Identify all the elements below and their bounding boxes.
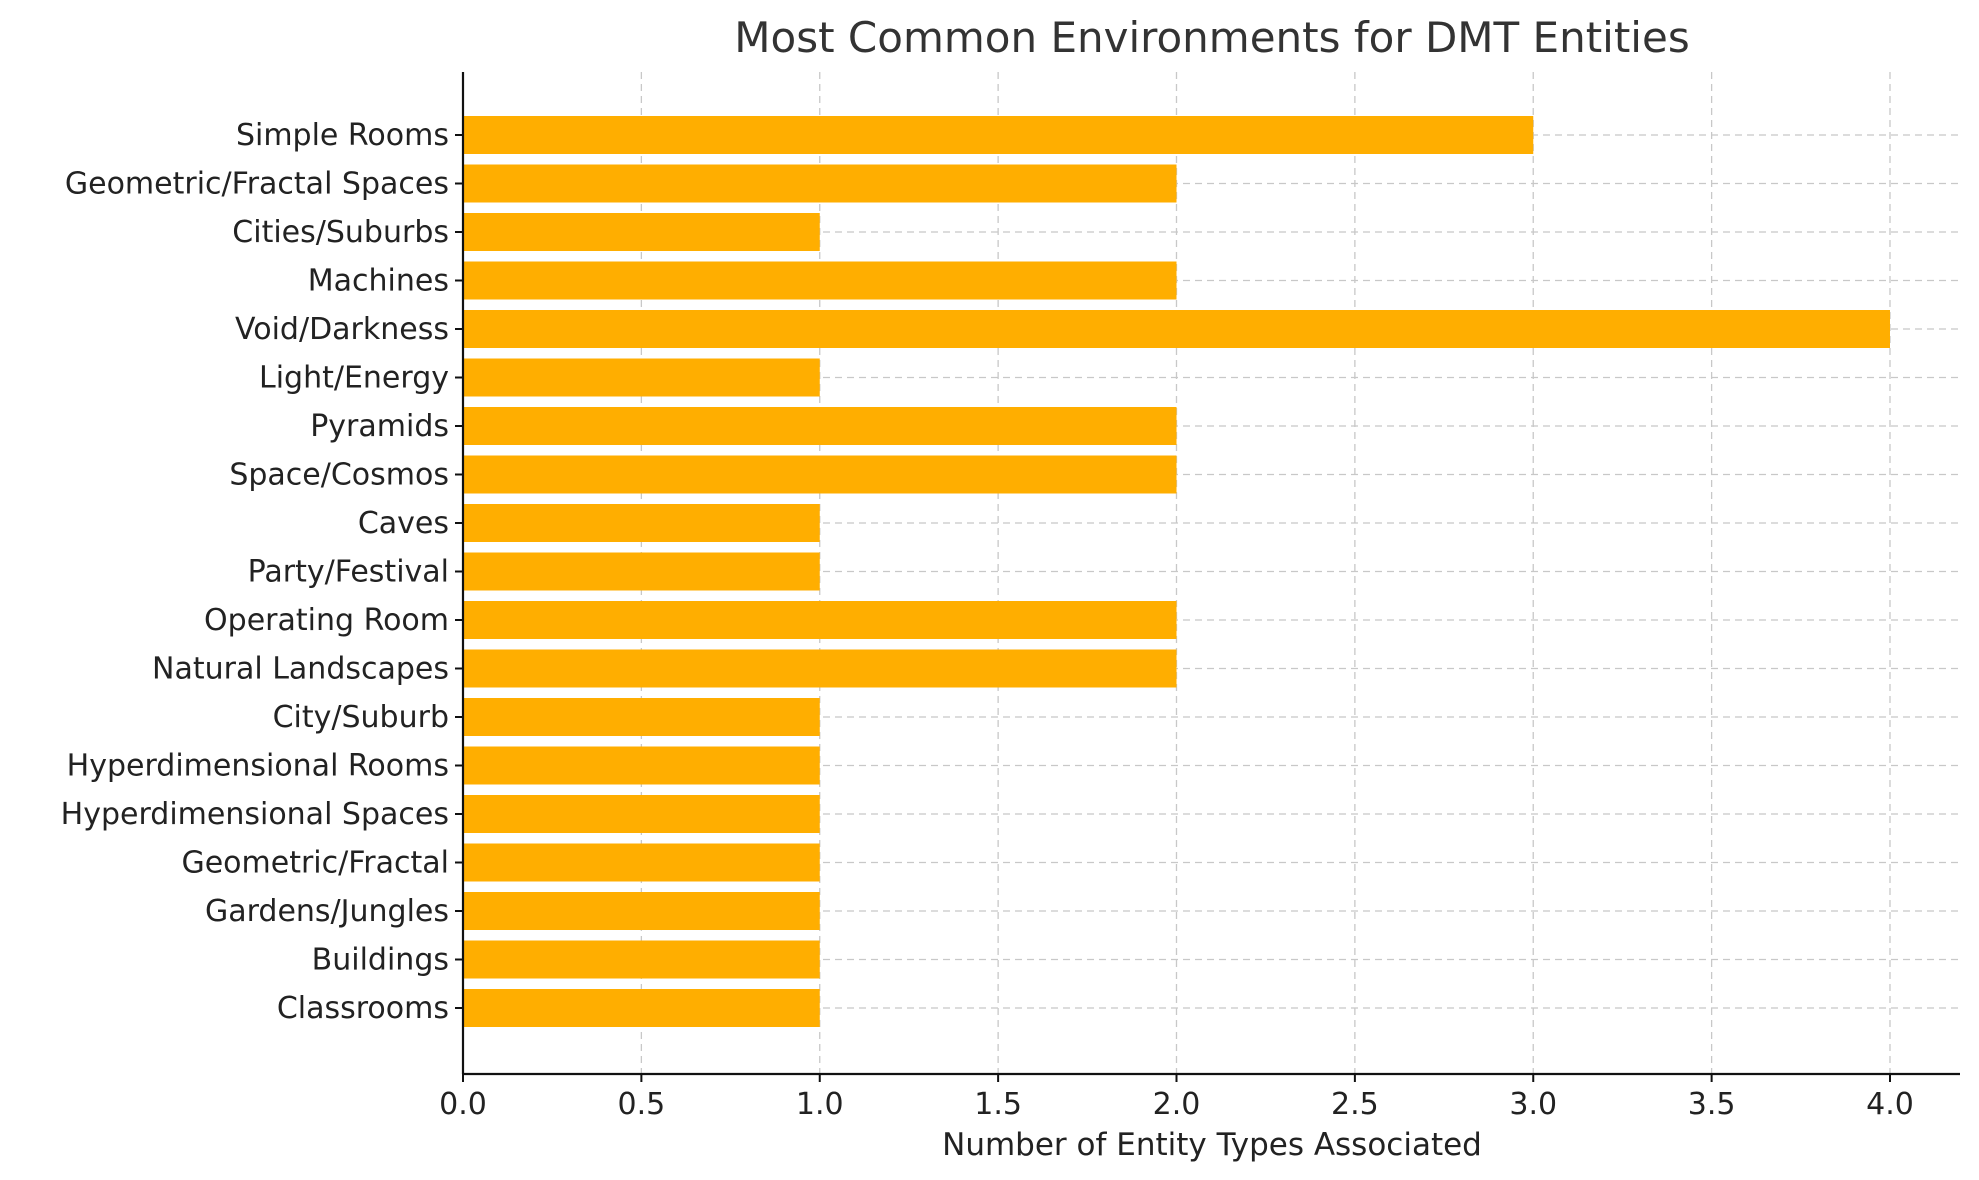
bar-0	[463, 116, 1534, 154]
bar-2	[463, 213, 820, 251]
x-tick-label-0: 0.0	[439, 1087, 487, 1122]
x-tick-label-6: 3.0	[1509, 1087, 1557, 1122]
x-tick-label-1: 0.5	[618, 1087, 666, 1122]
x-tick-label-4: 2.0	[1153, 1087, 1201, 1122]
chart-title: Most Common Environments for DMT Entitie…	[734, 13, 1689, 62]
y-tick-label-4: Void/Darkness	[235, 312, 449, 347]
x-tick-label-3: 1.5	[974, 1087, 1022, 1122]
bar-6	[463, 407, 1177, 445]
bar-5	[463, 358, 820, 397]
x-tick-label-7: 3.5	[1688, 1087, 1736, 1122]
bar-7	[463, 455, 1177, 494]
x-tick-label-5: 2.5	[1331, 1087, 1379, 1122]
y-tick-label-0: Simple Rooms	[236, 118, 449, 153]
bar-15	[463, 843, 820, 882]
y-tick-label-16: Gardens/Jungles	[205, 894, 449, 929]
y-tick-label-17: Buildings	[312, 943, 449, 978]
bar-1	[463, 164, 1177, 203]
x-tick-label-8: 4.0	[1866, 1087, 1914, 1122]
x-axis-label: Number of Entity Types Associated	[942, 1127, 1482, 1163]
y-tick-label-11: Natural Landscapes	[152, 652, 449, 687]
bar-9	[463, 552, 820, 591]
y-tick-label-2: Cities/Suburbs	[232, 215, 449, 250]
bar-11	[463, 649, 1177, 688]
y-tick-label-1: Geometric/Fractal Spaces	[65, 167, 449, 202]
bar-10	[463, 601, 1177, 639]
bar-16	[463, 892, 820, 930]
bar-14	[463, 795, 820, 833]
bar-18	[463, 989, 820, 1027]
y-tick-label-18: Classrooms	[277, 991, 449, 1026]
y-tick-label-8: Caves	[358, 506, 449, 541]
y-tick-label-9: Party/Festival	[248, 555, 449, 590]
y-tick-label-13: Hyperdimensional Rooms	[67, 749, 449, 784]
y-tick-label-5: Light/Energy	[259, 361, 449, 396]
bar-12	[463, 698, 820, 736]
bar-3	[463, 261, 1177, 300]
axis-layer: 0.0 0.5 1.0 1.5 2.0 2.5 3.0 3.5 4.0 Simple Rooms G…	[61, 72, 1960, 1122]
x-tick-label-2: 1.0	[796, 1087, 844, 1122]
bar-4	[463, 310, 1890, 348]
y-tick-label-14: Hyperdimensional Spaces	[61, 797, 449, 832]
y-tick-label-6: Pyramids	[310, 409, 449, 444]
y-tick-label-15: Geometric/Fractal	[181, 846, 449, 881]
y-tick-label-10: Operating Room	[204, 603, 449, 638]
bar-13	[463, 746, 820, 785]
y-tick-label-7: Space/Cosmos	[229, 458, 449, 493]
bar-8	[463, 504, 820, 542]
bar-layer	[463, 116, 1890, 1027]
y-tick-label-12: City/Suburb	[273, 700, 449, 735]
y-tick-label-3: Machines	[308, 264, 449, 299]
bar-17	[463, 940, 820, 979]
